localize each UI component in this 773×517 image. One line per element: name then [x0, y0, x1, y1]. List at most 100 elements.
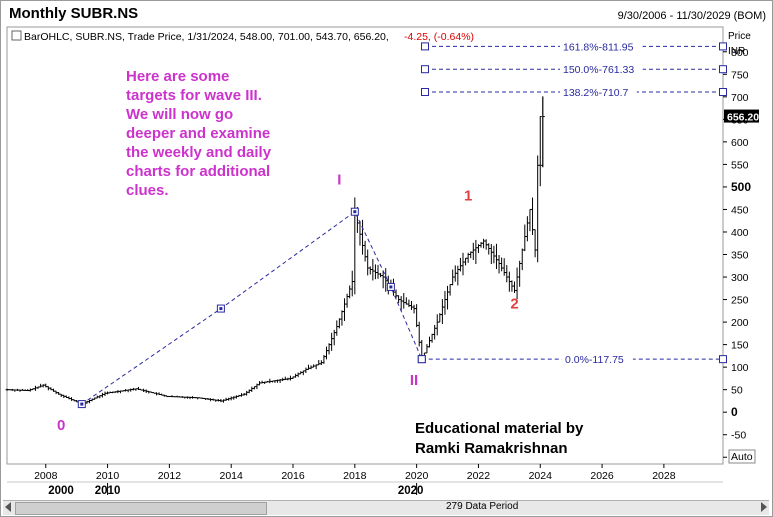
wave-point-dot — [80, 402, 84, 406]
ohlc-bar — [149, 391, 153, 394]
ohlc-bar — [494, 243, 498, 269]
ohlc-bar — [294, 373, 298, 378]
ohlc-bar — [358, 220, 362, 246]
note-line: the weekly and daily — [126, 144, 272, 161]
ohlc-bar — [245, 390, 249, 396]
ohlc-bar — [139, 388, 143, 391]
ohlc-bar — [500, 257, 504, 272]
scrollbar-thumb[interactable] — [15, 502, 267, 515]
ohlc-bar — [471, 242, 475, 261]
y-tick-label: -50 — [731, 430, 746, 442]
ohlc-bar — [324, 346, 328, 360]
ohlc-bar — [312, 364, 316, 368]
ohlc-bar — [124, 389, 128, 392]
ohlc-bar — [430, 333, 434, 343]
ohlc-bar — [474, 239, 478, 264]
ohlc-bar — [299, 371, 303, 375]
note-line: clues. — [126, 182, 169, 199]
fib-start-marker[interactable] — [421, 88, 429, 97]
ohlc-bar — [332, 329, 336, 346]
ohlc-bar — [376, 264, 380, 279]
y-tick-label: 600 — [731, 137, 749, 149]
ohlc-bar — [258, 381, 262, 386]
ohlc-bar — [379, 272, 383, 278]
ohlc-bar — [497, 254, 501, 274]
wave-label: I — [337, 172, 341, 189]
ohlc-text: BarOHLC, SUBR.NS, Trade Price, 1/31/2024… — [24, 31, 389, 43]
note-line: deeper and examine — [126, 125, 270, 142]
fib-label-bg — [562, 352, 633, 366]
fib-start-marker[interactable] — [417, 355, 426, 364]
y-tick-label: 0 — [731, 405, 738, 419]
ohlc-bar — [88, 399, 92, 404]
ohlc-bar — [340, 310, 344, 326]
ohlc-bar — [111, 391, 115, 394]
ohlc-bar — [296, 372, 300, 378]
x-tick-label: 2012 — [158, 470, 182, 482]
fib-end-marker[interactable] — [719, 355, 727, 364]
ohlc-bar — [453, 265, 457, 282]
ohlc-bar — [304, 367, 308, 374]
y-tick-label: 700 — [731, 92, 749, 104]
fib-level: 161.8%-811.95 — [421, 39, 727, 53]
y-tick-label: 250 — [731, 295, 749, 307]
ohlc-bar — [46, 386, 50, 391]
scrollbar[interactable]: 279 Data Period — [3, 500, 769, 515]
auto-scale-button[interactable]: Auto — [728, 449, 756, 464]
ohlc-bar — [348, 285, 352, 299]
ohlc-bar — [188, 396, 192, 400]
fib-end-marker[interactable] — [719, 42, 727, 51]
ohlc-bar — [523, 224, 527, 252]
ohlc-bar — [464, 257, 468, 266]
fib-start-marker[interactable] — [421, 65, 429, 74]
ohlc-bar — [93, 397, 97, 400]
scrollbar-left-arrow[interactable] — [5, 502, 11, 512]
x-major-tick-label: 2020 — [398, 485, 424, 497]
ohlc-bar — [26, 389, 30, 392]
ohlc-bar — [276, 379, 280, 383]
credit-note: Educational material by Ramki Ramakrishn… — [415, 420, 584, 457]
chart-icon[interactable] — [11, 30, 22, 41]
ohlc-bar — [206, 398, 210, 400]
ohlc-bar — [175, 395, 179, 398]
ohlc-bar — [286, 377, 290, 381]
fib-start-marker[interactable] — [421, 42, 429, 51]
ohlc-bar — [211, 398, 215, 401]
plot-area[interactable] — [6, 26, 724, 465]
y-tick-label: 200 — [731, 317, 749, 329]
fib-end-marker[interactable] — [719, 88, 727, 97]
y-tick-label: 450 — [731, 204, 749, 216]
ohlc-bar — [242, 392, 246, 396]
ohlc-bar — [322, 354, 326, 364]
y-tick-label: 150 — [731, 340, 749, 352]
x-tick-label: 2016 — [281, 470, 305, 482]
ohlc-bar — [469, 251, 473, 259]
ohlc-bar — [165, 395, 169, 398]
x-tick-label: 2028 — [652, 470, 676, 482]
ohlc-bar — [438, 313, 442, 323]
ohlc-bar — [224, 397, 228, 401]
ohlc-bar — [309, 365, 313, 370]
ohlc-bar — [85, 400, 89, 404]
ohlc-bar — [479, 242, 483, 248]
ohlc-bar — [265, 380, 269, 383]
ohlc-bar — [41, 384, 45, 388]
ohlc-bar — [252, 386, 256, 390]
ohlc-bar — [59, 393, 63, 397]
credit-line-1: Educational material by — [415, 420, 584, 437]
scrollbar-right-arrow[interactable] — [761, 502, 767, 512]
y-tick-label: 800 — [731, 47, 749, 59]
ohlc-bar — [113, 391, 117, 393]
ohlc-bar — [366, 249, 370, 276]
ohlc-bar — [361, 219, 365, 255]
fib-level: 150.0%-761.33 — [421, 62, 727, 76]
y-tick-label: 550 — [731, 159, 749, 171]
price-axis-title: Price — [728, 31, 751, 42]
ohlc-bar — [28, 388, 32, 392]
ohlc-bar — [489, 244, 493, 265]
ohlc-bar — [397, 295, 401, 304]
fib-end-marker[interactable] — [719, 65, 727, 74]
ohlc-bar — [525, 216, 529, 242]
ohlc-bar — [402, 293, 406, 309]
